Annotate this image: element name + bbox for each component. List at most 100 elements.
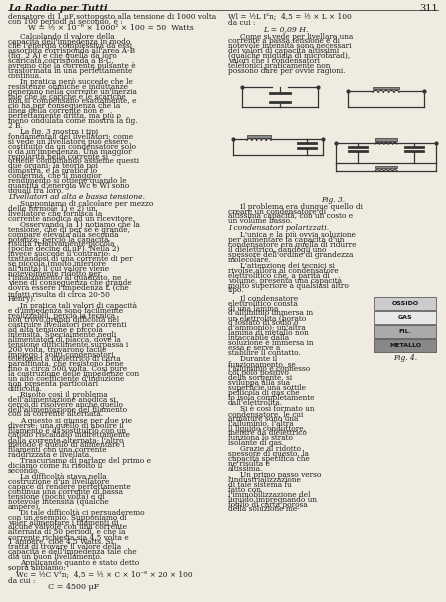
Text: spessore di questo, la: spessore di questo, la — [228, 450, 309, 458]
Text: METALLO: METALLO — [389, 343, 421, 348]
Text: condensatore, le cui: condensatore, le cui — [228, 410, 303, 418]
Text: trattandosi di una corrente di per: trattandosi di una corrente di per — [8, 255, 133, 263]
Text: dall'elettrolita.: dall'elettrolita. — [228, 399, 283, 407]
Text: telefonici a dielettrico di carta: telefonici a dielettrico di carta — [8, 355, 121, 364]
Bar — [374, 324, 436, 338]
Text: si vede un livellatore può essere: si vede un livellatore può essere — [8, 138, 128, 146]
Text: sè piccola (molto inferiore: sè piccola (molto inferiore — [8, 260, 106, 268]
Text: viene di conseguenza che grande: viene di conseguenza che grande — [8, 279, 132, 287]
Bar — [374, 297, 436, 310]
Text: dei valori di capacità altissimi: dei valori di capacità altissimi — [228, 47, 339, 55]
Text: costruire livellatori per correnti: costruire livellatori per correnti — [8, 321, 126, 329]
Text: trasformata in una perfettamente: trasformata in una perfettamente — [8, 67, 132, 75]
Text: resistenze ohmiche e induttanze: resistenze ohmiche e induttanze — [8, 82, 128, 91]
Text: lamina di metallo non: lamina di metallo non — [228, 329, 309, 337]
Text: delle formole 1) e 2) un: delle formole 1) e 2) un — [8, 205, 96, 213]
Text: liquido impregnando un: liquido impregnando un — [228, 495, 317, 504]
Text: un alto coefficiente d'induzione: un alto coefficiente d'induzione — [8, 375, 124, 383]
Text: Il condensatore: Il condensatore — [240, 295, 298, 303]
Text: 200 volta, trovarono facile: 200 volta, trovarono facile — [8, 346, 107, 353]
Text: non trovò grandi difficoltà nel: non trovò grandi difficoltà nel — [8, 317, 119, 324]
Text: Wl = ½L I²n;  4,5 = ½ × L × 100: Wl = ½L I²n; 4,5 = ½ × L × 100 — [228, 13, 352, 21]
Text: dell'alimentazione anodica si: dell'alimentazione anodica si — [8, 396, 116, 404]
Text: quantità d'energia Wc e Wl sono: quantità d'energia Wc e Wl sono — [8, 182, 129, 190]
Text: corrente a bassa tensione e di: corrente a bassa tensione e di — [228, 37, 340, 45]
Text: linea della corrente non è: linea della corrente non è — [8, 107, 104, 115]
Text: elettrolitico che, a parità di: elettrolitico che, a parità di — [228, 272, 330, 280]
Text: d'ammonio); un'altra: d'ammonio); un'altra — [228, 324, 306, 332]
Text: fondamentali dei livellatori; come: fondamentali dei livellatori; come — [8, 133, 133, 141]
Text: capace di rendere perfettamente: capace di rendere perfettamente — [8, 483, 131, 491]
Text: Livellatori ad alta e bassa tensione.: Livellatori ad alta e bassa tensione. — [8, 193, 145, 201]
Text: tensione difficilmente surpassa i: tensione difficilmente surpassa i — [8, 341, 128, 349]
Text: continua una corrente di bassa: continua una corrente di bassa — [8, 488, 123, 496]
Text: o fosfato di sodio o: o fosfato di sodio o — [228, 319, 298, 327]
Text: altissima capacità, con un costo e: altissima capacità, con un costo e — [228, 213, 353, 220]
Text: 1 ampère, ciòè 4,5 Watts. Si: 1 ampère, ciòè 4,5 Watts. Si — [8, 538, 113, 546]
Text: possono dare per ovvie ragioni.: possono dare per ovvie ragioni. — [228, 67, 346, 75]
Text: della sorgente, si: della sorgente, si — [228, 374, 292, 382]
Text: L'attenzione dei tecnici si: L'attenzione dei tecnici si — [240, 262, 335, 270]
Text: col polo positivo: col polo positivo — [228, 370, 289, 377]
Text: intaccabile dalla: intaccabile dalla — [228, 334, 289, 342]
Text: isolante di gas.: isolante di gas. — [228, 439, 284, 447]
Text: costituito da un condensatore solo: costituito da un condensatore solo — [8, 143, 136, 150]
Text: della soluzione me-: della soluzione me- — [228, 506, 300, 514]
Text: tipo.: tipo. — [228, 287, 244, 294]
Text: densatore di 1 μF sottoposto alla tensione di 1000 volta: densatore di 1 μF sottoposto alla tensio… — [8, 13, 216, 21]
Text: catodo riscaldato indirettamente: catodo riscaldato indirettamente — [8, 432, 130, 439]
Text: difficoltà.: difficoltà. — [8, 385, 43, 393]
Text: o da un'impedenza. Una maggior: o da un'impedenza. Una maggior — [8, 147, 132, 155]
Text: filamento e di sostituirlo con un: filamento e di sostituirlo con un — [8, 427, 126, 435]
Text: dia un buon livellamento.: dia un buon livellamento. — [8, 553, 102, 560]
Text: ampère).: ampère). — [8, 503, 41, 510]
Text: per aumentare la capacità d'un: per aumentare la capacità d'un — [228, 236, 344, 244]
Text: In pratica tali valori di capacità: In pratica tali valori di capacità — [20, 302, 137, 310]
Text: secondo.: secondo. — [8, 467, 41, 475]
Text: costruzione d'un livellatore: costruzione d'un livellatore — [8, 478, 109, 486]
Text: elettrolitico consta: elettrolitico consta — [228, 300, 298, 308]
Text: valori che i condensatori: valori che i condensatori — [228, 57, 320, 65]
Text: con un esempio. Supponiamo di: con un esempio. Supponiamo di — [8, 514, 127, 522]
Text: Grazie al ridotto: Grazie al ridotto — [240, 445, 301, 453]
Text: ne risulta è: ne risulta è — [228, 460, 270, 468]
Text: d'alluminio immersa in: d'alluminio immersa in — [228, 309, 313, 317]
Text: infatti risulta di circa 20-50: infatti risulta di circa 20-50 — [8, 291, 110, 299]
Bar — [247, 135, 271, 137]
Text: tale che le cariche e le scariche: tale che le cariche e le scariche — [8, 93, 126, 101]
Text: potenza; perciò la capacità: potenza; perciò la capacità — [8, 235, 108, 244]
Text: Il problema era dunque quello di: Il problema era dunque quello di — [240, 203, 363, 211]
Text: C = 4500 μF: C = 4500 μF — [48, 583, 99, 591]
Text: Come si vede per livellare una: Come si vede per livellare una — [240, 33, 353, 40]
Text: La difficoltà stava nella: La difficoltà stava nella — [20, 473, 107, 481]
Text: superficie una sottile: superficie una sottile — [228, 384, 306, 392]
Text: sopra abbiamo:: sopra abbiamo: — [8, 564, 66, 572]
Text: Risolto così il problema: Risolto così il problema — [20, 391, 108, 399]
Text: funzionamento, se: funzionamento, se — [228, 359, 296, 368]
Text: Fig. 4.: Fig. 4. — [393, 355, 417, 362]
Text: un volume basso.: un volume basso. — [228, 217, 293, 225]
Text: tratta di trovare il valore della: tratta di trovare il valore della — [8, 543, 121, 551]
Text: Durante il: Durante il — [240, 355, 277, 363]
Text: funziona lo strato: funziona lo strato — [228, 434, 293, 442]
Text: non si compensano esattamente, e: non si compensano esattamente, e — [8, 98, 136, 105]
Text: La fig. 3 mostra i tipi: La fig. 3 mostra i tipi — [20, 128, 98, 136]
Text: l'immobilizzazione del: l'immobilizzazione del — [228, 491, 310, 499]
Bar — [375, 138, 397, 141]
Text: e d'impedenza sono facilmente: e d'impedenza sono facilmente — [8, 306, 123, 315]
Text: l'alluminio è connesso: l'alluminio è connesso — [228, 365, 310, 373]
Text: regolarità nella corrente si: regolarità nella corrente si — [8, 152, 108, 161]
Text: con 100 periodi al secondo, è :: con 100 periodi al secondo, è : — [8, 18, 123, 26]
Text: intensità. Specialmente negli: intensità. Specialmente negli — [8, 331, 116, 339]
Text: il liquido conduttore,: il liquido conduttore, — [228, 424, 306, 432]
Text: OSSIDO: OSSIDO — [392, 301, 418, 306]
Text: continua.: continua. — [8, 72, 42, 79]
Text: scaricata corrisponda a B-C,: scaricata corrisponda a B-C, — [8, 57, 114, 65]
Text: rivolse allora al condensatore: rivolse allora al condensatore — [228, 267, 339, 275]
Text: 2 B.: 2 B. — [8, 122, 23, 130]
Text: sviluppa alla sua: sviluppa alla sua — [228, 379, 290, 387]
Text: all'unità) il cui valore viene: all'unità) il cui valore viene — [8, 265, 109, 273]
Text: molecolare.: molecolare. — [228, 256, 272, 264]
Text: notevolmente ridotto per: notevolmente ridotto per — [8, 270, 101, 278]
Text: l'industrializzazione: l'industrializzazione — [228, 476, 302, 484]
